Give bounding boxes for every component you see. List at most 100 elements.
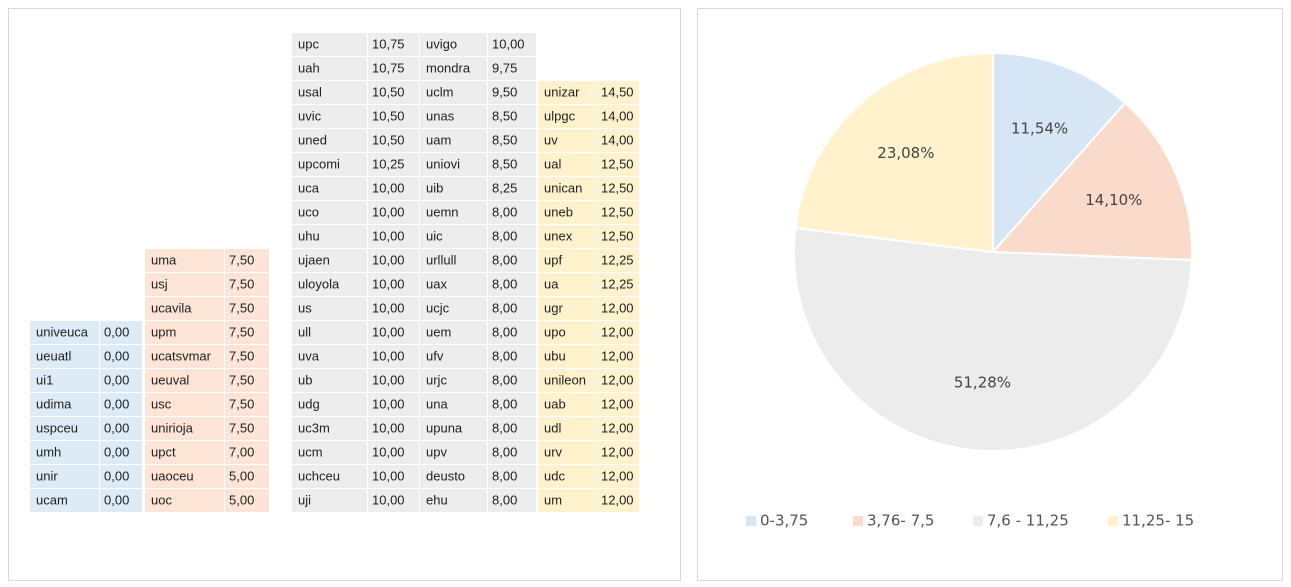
- cell-value: 12,00: [601, 372, 634, 387]
- cell-name: urllull: [426, 252, 456, 267]
- cell-name: unican: [544, 180, 582, 195]
- cell-value: 12,50: [601, 180, 634, 195]
- cell: [225, 489, 269, 512]
- cell-value: 14,50: [601, 84, 634, 99]
- cell: [538, 201, 596, 224]
- legend-swatch: [973, 516, 983, 526]
- cell: [225, 321, 269, 344]
- cell-value: 12,00: [601, 300, 634, 315]
- cell-name: uspceu: [36, 420, 78, 435]
- cell-value: 10,00: [372, 324, 405, 339]
- cell: [30, 393, 99, 416]
- legend-label: 11,25- 15: [1122, 512, 1194, 530]
- cell-name: unizar: [544, 84, 580, 99]
- cell: [292, 33, 367, 56]
- cell-name: uax: [426, 276, 447, 291]
- cell: [225, 417, 269, 440]
- cell-name: uloyola: [298, 276, 340, 291]
- cell: [538, 177, 596, 200]
- cell-value: 5,00: [229, 492, 254, 507]
- cell-value: 10,00: [372, 492, 405, 507]
- cell: [368, 273, 419, 296]
- cell-name: usj: [151, 276, 168, 291]
- cell: [420, 129, 487, 152]
- cell: [597, 345, 639, 368]
- cell-value: 10,50: [372, 84, 405, 99]
- cell: [420, 297, 487, 320]
- cell-name: unir: [36, 468, 58, 483]
- cell: [292, 225, 367, 248]
- cell: [538, 369, 596, 392]
- cell: [292, 369, 367, 392]
- cell: [597, 105, 639, 128]
- cell: [597, 273, 639, 296]
- cell: [538, 81, 596, 104]
- cell-value: 8,00: [492, 492, 517, 507]
- cell-name: ucjc: [426, 300, 450, 315]
- cell-name: udg: [298, 396, 320, 411]
- cell: [488, 153, 536, 176]
- cell: [420, 345, 487, 368]
- cell-name: udl: [544, 420, 561, 435]
- cell-value: 0,00: [104, 492, 129, 507]
- slice-label: 51,28%: [954, 373, 1011, 391]
- cell: [225, 297, 269, 320]
- cell-value: 0,00: [104, 348, 129, 363]
- legend-label: 0-3,75: [760, 512, 808, 530]
- cell-value: 12,00: [601, 396, 634, 411]
- cell-name: ual: [544, 156, 561, 171]
- cell: [368, 417, 419, 440]
- cell: [538, 465, 596, 488]
- cell-value: 10,00: [372, 204, 405, 219]
- cell-value: 12,25: [601, 276, 634, 291]
- cell-name: uhu: [298, 228, 320, 243]
- cell: [488, 225, 536, 248]
- cell: [420, 441, 487, 464]
- cell-name: upf: [544, 252, 562, 267]
- cell-value: 12,00: [601, 492, 634, 507]
- cell-name: ufv: [426, 348, 444, 363]
- cell: [368, 105, 419, 128]
- cell-name: uji: [298, 492, 311, 507]
- cell: [597, 249, 639, 272]
- cell: [538, 393, 596, 416]
- cell: [292, 105, 367, 128]
- cell-value: 10,00: [372, 444, 405, 459]
- cell: [292, 297, 367, 320]
- cell-value: 7,50: [229, 420, 254, 435]
- cell-name: urv: [544, 444, 563, 459]
- cell: [538, 129, 596, 152]
- cell-value: 8,00: [492, 396, 517, 411]
- cell-name: uchceu: [298, 468, 340, 483]
- cell-value: 10,00: [372, 300, 405, 315]
- cell: [225, 249, 269, 272]
- cell-value: 10,75: [372, 60, 405, 75]
- cell: [292, 129, 367, 152]
- cell-value: 10,00: [372, 372, 405, 387]
- cell: [420, 369, 487, 392]
- cell: [145, 441, 224, 464]
- cell-name: usal: [298, 84, 322, 99]
- cell: [30, 465, 99, 488]
- cell-name: ueuatl: [36, 348, 72, 363]
- cell: [225, 441, 269, 464]
- cell-name: univeuca: [36, 324, 89, 339]
- cell-name: umh: [36, 444, 61, 459]
- cell-value: 7,50: [229, 396, 254, 411]
- cell-value: 7,50: [229, 252, 254, 267]
- cell: [488, 297, 536, 320]
- cell-value: 12,00: [601, 444, 634, 459]
- cell: [488, 33, 536, 56]
- cell-name: uic: [426, 228, 443, 243]
- cell-name: uva: [298, 348, 320, 363]
- cell-value: 10,50: [372, 108, 405, 123]
- cell: [597, 201, 639, 224]
- cell: [597, 489, 639, 512]
- cell: [597, 225, 639, 248]
- cell-name: udima: [36, 396, 72, 411]
- cell-name: usc: [151, 396, 172, 411]
- cell: [368, 177, 419, 200]
- cell-value: 10,00: [372, 276, 405, 291]
- cell: [597, 393, 639, 416]
